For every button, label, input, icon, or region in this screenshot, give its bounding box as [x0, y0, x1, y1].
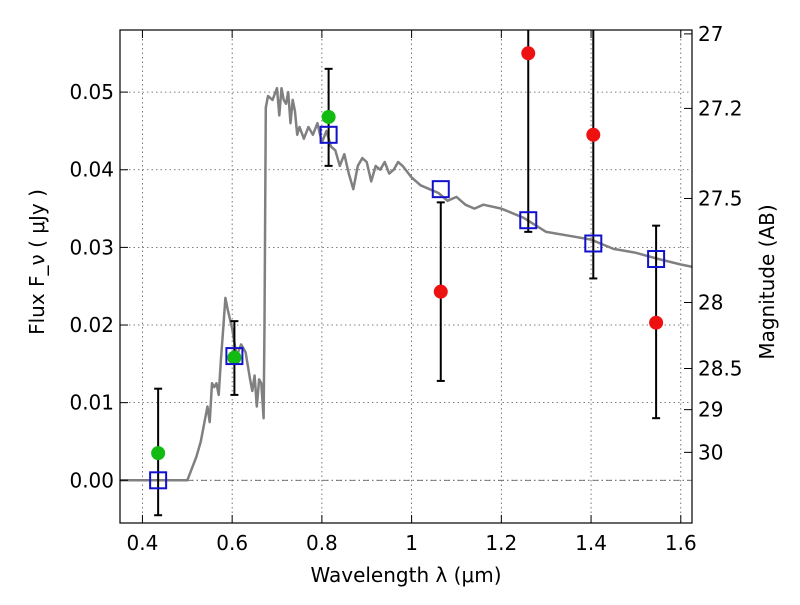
marker-layer	[149, 46, 666, 490]
y2-tick-label: 27.2	[698, 96, 743, 120]
model-flux-square	[225, 347, 244, 366]
errorbar-layer	[154, 30, 661, 517]
red-data-point	[649, 315, 664, 330]
x-tick-label: 0.6	[216, 531, 248, 555]
y2-tick-label: 27.5	[698, 186, 743, 210]
red-data-point	[521, 46, 536, 61]
model-flux-square	[431, 180, 450, 199]
y2-tick-label: 27	[698, 22, 723, 46]
plot-layer	[120, 86, 692, 482]
y-tick-label: 0.02	[69, 313, 114, 337]
y2-tick-label: 28.5	[698, 357, 743, 381]
grid-layer	[120, 30, 692, 523]
y-tick-label: 0.05	[69, 80, 114, 104]
y2-tick-label: 29	[698, 398, 723, 422]
red-data-point	[586, 127, 601, 142]
plot-frame	[119, 29, 693, 524]
y-tick-label: 0.00	[69, 468, 114, 492]
x-tick-label: 0.8	[306, 531, 338, 555]
y-axis-title: Flux F_ν ( μJy )	[25, 189, 49, 335]
x-tick-label: 1.6	[665, 531, 697, 555]
x-tick-label: 1	[405, 531, 418, 555]
y-tick-label: 0.03	[69, 235, 114, 259]
model-spectrum-line	[120, 86, 692, 482]
model-flux-square	[584, 234, 603, 253]
green-data-point	[227, 350, 242, 365]
model-flux-square	[319, 125, 338, 144]
red-data-point	[433, 284, 448, 299]
x-tick-label: 1.4	[575, 531, 607, 555]
axis-layer: 0.4 0.6 0.8 1 1.2 1.4 1.6 0.00 0.01 0.02 0.03 0.04 0…	[69, 22, 742, 555]
y-tick-label: 0.04	[69, 158, 114, 182]
model-flux-square	[149, 471, 168, 490]
x-tick-label: 0.4	[127, 531, 159, 555]
green-data-point	[151, 446, 166, 461]
y2-tick-label: 28	[698, 291, 723, 315]
y2-tick-label: 30	[698, 440, 723, 464]
y-tick-label: 0.01	[69, 391, 114, 415]
model-flux-square	[519, 211, 538, 230]
y2-axis-title: Magnitude (AB)	[755, 204, 779, 359]
x-tick-label: 1.2	[485, 531, 517, 555]
green-data-point	[321, 109, 336, 124]
x-axis-title: Wavelength λ (μm)	[310, 563, 501, 587]
model-flux-square	[647, 250, 666, 269]
